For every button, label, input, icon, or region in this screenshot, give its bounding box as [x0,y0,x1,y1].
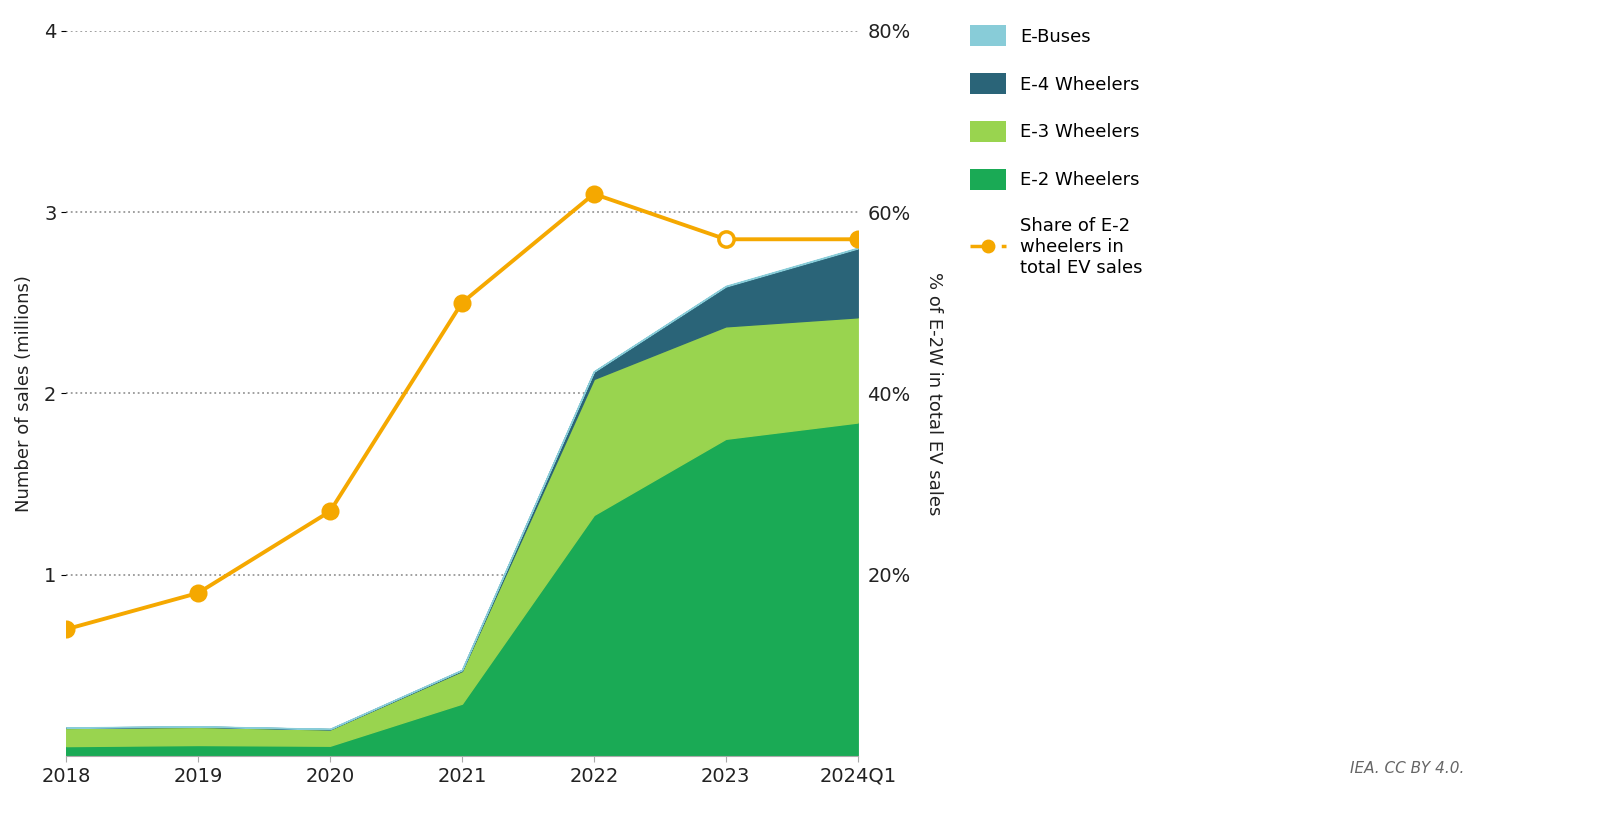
Y-axis label: % of E-2W in total EV sales: % of E-2W in total EV sales [925,272,942,516]
Legend: E-Buses, E-4 Wheelers, E-3 Wheelers, E-2 Wheelers, Share of E-2
wheelers in
tota: E-Buses, E-4 Wheelers, E-3 Wheelers, E-2… [970,25,1142,276]
Text: IEA. CC BY 4.0.: IEA. CC BY 4.0. [1350,761,1464,776]
Y-axis label: Number of sales (millions): Number of sales (millions) [14,275,34,512]
